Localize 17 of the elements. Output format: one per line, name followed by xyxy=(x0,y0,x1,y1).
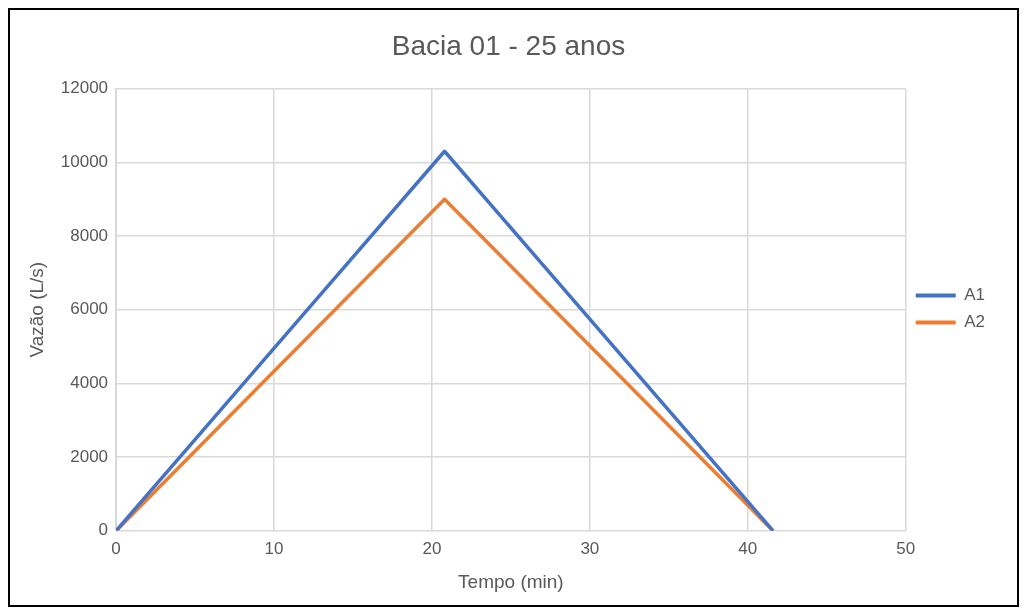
y-tick-label: 0 xyxy=(98,520,109,540)
y-tick-label: 10000 xyxy=(60,151,109,171)
x-tick-label: 40 xyxy=(738,538,758,558)
x-tick-label: 20 xyxy=(422,538,442,558)
x-axis-title: Tempo (min) xyxy=(458,570,564,592)
y-tick-label: 8000 xyxy=(70,225,109,245)
chart-title: Bacia 01 - 25 anos xyxy=(391,29,626,61)
y-tick-label: 12000 xyxy=(60,78,109,98)
y-tick-label: 4000 xyxy=(70,373,109,393)
legend-label: A2 xyxy=(964,312,985,332)
y-tick-label: 6000 xyxy=(70,299,109,319)
x-tick-label: 10 xyxy=(264,538,284,558)
x-tick-label: 30 xyxy=(580,538,600,558)
x-tick-label: 50 xyxy=(896,538,916,558)
legend-label: A1 xyxy=(964,285,985,305)
y-tick-label: 2000 xyxy=(70,446,109,466)
y-axis-title: Vazão (L/s) xyxy=(25,261,47,358)
